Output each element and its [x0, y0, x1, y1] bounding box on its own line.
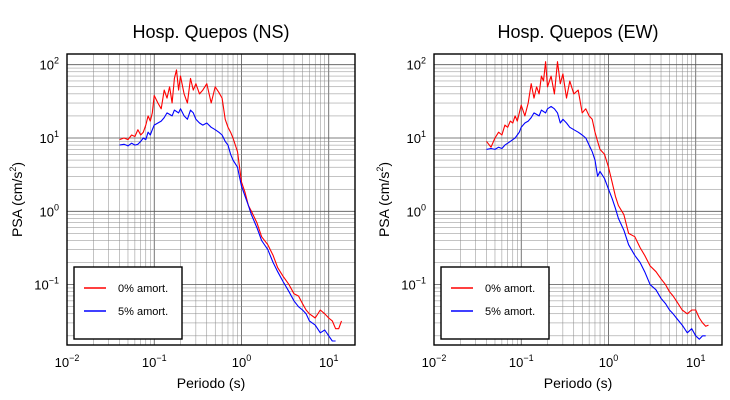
chart1-series-0-line	[486, 61, 709, 327]
chart0-y-tick-base: 10	[34, 278, 48, 293]
chart0-y-tick-base: 10	[40, 58, 54, 73]
chart0-y-axis-label-end: )	[9, 162, 25, 167]
chart1-plot-frame	[433, 53, 723, 346]
chart1-legend: 0% amort. 5% amort.	[440, 266, 550, 340]
chart1-y-tick-label: 10−1	[401, 276, 426, 293]
chart1-y-tick-label: 101	[407, 129, 426, 146]
chart1-y-axis-label-sup: 2	[375, 167, 385, 172]
chart0-x-tick-label: 100	[232, 353, 251, 370]
chart0-x-tick-exp: −1	[156, 353, 166, 363]
chart1-legend-box	[440, 266, 550, 340]
chart0-y-tick-exp: 2	[54, 56, 59, 66]
chart1-y-tick-base: 10	[407, 58, 421, 73]
chart1-legend-label-1: 5% amort.	[485, 306, 535, 318]
chart1-y-tick-exp: 0	[421, 202, 426, 212]
chart0-y-tick-base: 10	[40, 204, 54, 219]
chart0-x-tick-base: 10	[142, 355, 156, 370]
chart0-x-tick-base: 10	[55, 355, 69, 370]
chart0-y-tick-exp: −1	[49, 276, 59, 286]
chart0-x-tick-base: 10	[232, 355, 246, 370]
chart1-x-tick-label: 100	[599, 353, 618, 370]
chart1-y-axis-label: PSA (cm/s2)	[375, 162, 392, 237]
chart0-legend: 0% amort. 5% amort.	[73, 266, 183, 340]
chart0-title: Hosp. Quepos (NS)	[132, 22, 289, 42]
chart0-x-tick-exp: −2	[69, 353, 79, 363]
chart0-y-tick-base: 10	[40, 131, 54, 146]
chart0-y-tick-exp: 1	[54, 129, 59, 139]
chart0-y-axis-label: PSA (cm/s2)	[8, 162, 25, 237]
chart1-y-tick-exp: −1	[416, 276, 426, 286]
chart0-x-tick-base: 10	[319, 355, 333, 370]
chart0-x-tick-label: 101	[319, 353, 338, 370]
chart1-y-tick-label: 102	[407, 56, 426, 73]
chart1-x-tick-exp: −2	[436, 353, 446, 363]
chart1-title: Hosp. Quepos (EW)	[497, 22, 658, 42]
chart1-legend-label-0: 0% amort.	[485, 283, 535, 295]
chart1-y-tick-base: 10	[407, 131, 421, 146]
chart0-y-axis-label-sup: 2	[8, 167, 18, 172]
chart0-x-tick-exp: 1	[333, 353, 338, 363]
chart0-y-axis-label-base: PSA (cm/s	[9, 172, 25, 237]
chart0-series-1-line	[119, 108, 336, 342]
chart1-y-axis-label-end: )	[376, 162, 392, 167]
chart0-y-tick-label: 10−1	[34, 276, 59, 293]
chart1-x-tick-exp: 1	[700, 353, 705, 363]
chart1-x-tick-exp: −1	[523, 353, 533, 363]
chart1-y-tick-base: 10	[401, 278, 415, 293]
chart0-series-0-line	[119, 69, 343, 330]
chart1-y-tick-base: 10	[407, 204, 421, 219]
chart1-series-1-line	[486, 105, 706, 340]
chart1-x-tick-label: 10−1	[509, 353, 534, 370]
chart0-x-axis-label: Periodo (s)	[177, 375, 245, 391]
chart1-y-tick-exp: 2	[421, 56, 426, 66]
chart0-legend-label-0: 0% amort.	[118, 283, 168, 295]
chart1-x-tick-base: 10	[509, 355, 523, 370]
chart1-y-axis-label-base: PSA (cm/s	[376, 172, 392, 237]
chart0-plot-frame	[66, 53, 356, 346]
chart0-x-tick-exp: 0	[246, 353, 251, 363]
chart0-x-tick-label: 10−1	[142, 353, 167, 370]
chart1-x-tick-base: 10	[686, 355, 700, 370]
chart0-y-tick-exp: 0	[54, 202, 59, 212]
chart0-y-tick-label: 100	[40, 202, 59, 219]
chart1-x-tick-base: 10	[599, 355, 613, 370]
chart0-legend-label-1: 5% amort.	[118, 306, 168, 318]
chart0-y-tick-label: 102	[40, 56, 59, 73]
chart1-y-tick-label: 100	[407, 202, 426, 219]
chart0-legend-box	[73, 266, 183, 340]
chart1-x-tick-exp: 0	[613, 353, 618, 363]
chart0-y-tick-label: 101	[40, 129, 59, 146]
chart0-x-tick-label: 10−2	[55, 353, 80, 370]
chart1-x-tick-label: 101	[686, 353, 705, 370]
chart1-y-tick-exp: 1	[421, 129, 426, 139]
chart1-x-tick-label: 10−2	[422, 353, 447, 370]
chart1-x-axis-label: Periodo (s)	[544, 375, 612, 391]
chart1-x-tick-base: 10	[422, 355, 436, 370]
